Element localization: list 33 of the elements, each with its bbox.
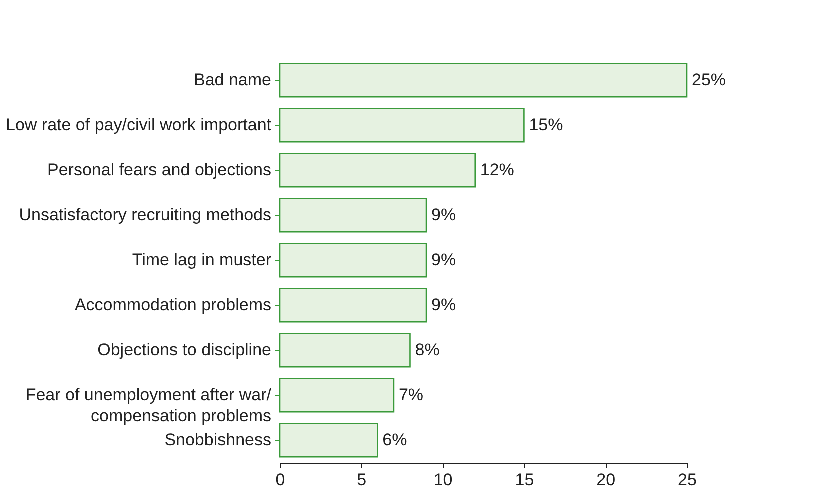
- bar: [279, 288, 428, 323]
- bar: [279, 198, 428, 233]
- y-tick-label: Fear of unemployment after war/ compensation problems: [26, 386, 272, 426]
- data-label: 12%: [480, 160, 514, 180]
- bar: [279, 108, 525, 143]
- y-tick-label: Bad name: [194, 70, 272, 90]
- data-label: 15%: [529, 116, 564, 134]
- data-label: 8%: [415, 340, 440, 360]
- x-tick-label: 5: [357, 470, 367, 490]
- data-label: 7%: [398, 386, 424, 404]
- bar: [279, 153, 476, 188]
- y-tick-label: Time lag in muster: [132, 250, 272, 270]
- data-label: 25%: [692, 70, 726, 90]
- y-tick-label: Unsatisfactory recruiting methods: [19, 206, 272, 224]
- y-tick-label: Objections to discipline: [98, 340, 272, 360]
- y-tick-label: Accommodation problems: [74, 296, 272, 314]
- data-label: 9%: [432, 206, 456, 224]
- x-tick-label: 15: [515, 470, 534, 490]
- bar: [279, 378, 395, 413]
- bar: [279, 333, 411, 368]
- y-tick-label: Low rate of pay/civil work important: [6, 116, 272, 134]
- y-tick-label: Snobbishness: [164, 430, 272, 450]
- x-tick-label: 0: [276, 470, 286, 490]
- bar: [279, 423, 378, 458]
- x-tick-label: 25: [678, 470, 697, 490]
- bar: [279, 243, 428, 278]
- data-label: 6%: [382, 430, 408, 450]
- x-tick-label: 10: [434, 470, 453, 490]
- y-tick-label: Personal fears and objections: [48, 160, 272, 180]
- data-label: 9%: [432, 250, 456, 270]
- bar: [279, 63, 688, 98]
- data-label: 9%: [432, 296, 456, 314]
- x-tick-label: 20: [596, 470, 616, 490]
